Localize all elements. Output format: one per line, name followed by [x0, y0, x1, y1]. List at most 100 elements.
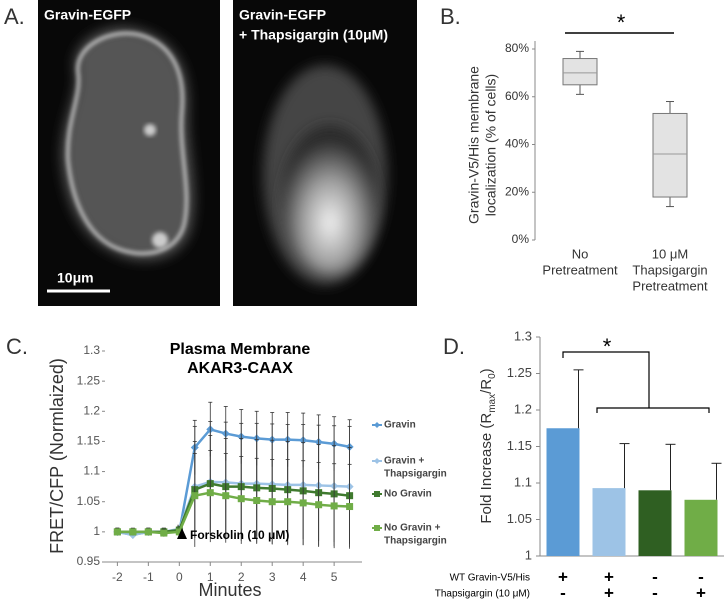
table-row-label: WT Gravin-V5/His: [450, 573, 530, 584]
x-tick-label: 10 μM: [652, 246, 688, 261]
annotation-arrow: [177, 528, 187, 539]
x-tick-label: 3: [269, 570, 276, 584]
legend-label: Thapsigargin: [384, 469, 447, 480]
box: [652, 112, 688, 198]
significance-star: *: [603, 334, 612, 359]
bar: [638, 490, 672, 556]
x-tick-label: 5: [331, 570, 338, 584]
significance-bracket: [562, 351, 650, 408]
legend-label: No Gravin: [384, 489, 432, 500]
x-tick-label: Pretreatment: [542, 262, 618, 277]
series-line: [117, 482, 350, 534]
table-cell: -: [560, 583, 566, 602]
box: [562, 58, 598, 86]
x-tick-label: Thapsigargin: [632, 262, 707, 277]
image-caption: + Thapsigargin (10μM): [239, 27, 388, 43]
panel-label: C.: [6, 334, 28, 359]
y-tick-label: 1: [525, 547, 532, 562]
y-tick-label: 0%: [512, 232, 530, 246]
legend-marker: [374, 422, 380, 428]
y-tick-label: 40%: [505, 137, 529, 151]
x-tick-label: 2: [238, 570, 245, 584]
marker: [160, 529, 168, 537]
marker: [175, 528, 183, 536]
table-cell: +: [604, 583, 614, 602]
marker: [299, 499, 307, 507]
y-tick-label: 1.25: [507, 365, 532, 380]
marker: [315, 501, 323, 509]
y-tick-label: 1.1: [83, 464, 100, 478]
cell-image: [263, 65, 387, 285]
marker: [206, 489, 214, 497]
y-tick-label: 1.2: [83, 403, 100, 417]
table-cell: +: [604, 567, 614, 586]
y-axis-label-part: /R: [478, 379, 495, 394]
legend-marker: [374, 525, 380, 531]
table-cell: -: [698, 567, 704, 586]
marker: [268, 498, 276, 506]
y-tick-label: 1.1: [514, 474, 532, 489]
chart-title: AKAR3-CAAX: [187, 360, 293, 377]
y-tick-label: 80%: [505, 41, 529, 55]
y-axis-label: Gravin-V5/His membrane: [466, 66, 482, 224]
y-axis-label: localization (% of cells): [483, 74, 499, 216]
y-axis-label-part: Fold Increase (R: [478, 413, 495, 524]
table-cell: +: [558, 567, 568, 586]
y-tick-label: 60%: [505, 89, 529, 103]
marker: [284, 498, 292, 506]
bar: [592, 488, 626, 556]
panel-label: D.: [443, 334, 465, 359]
y-tick-label: 1.3: [83, 343, 100, 357]
marker: [330, 502, 338, 510]
x-tick-label: Pretreatment: [632, 278, 708, 293]
y-tick-label: 1.15: [77, 434, 101, 448]
bar: [684, 499, 718, 556]
x-tick-label: 1: [207, 570, 214, 584]
marker: [113, 528, 121, 536]
x-tick-label: -2: [112, 570, 123, 584]
legend-marker: [374, 491, 380, 497]
y-tick-label: 1.15: [507, 438, 532, 453]
x-tick-label: -1: [143, 570, 154, 584]
legend-label: No Gravin +: [384, 523, 441, 534]
x-tick-label: 0: [176, 570, 183, 584]
panel-label: A.: [4, 4, 25, 29]
y-tick-label: 1.2: [514, 401, 532, 416]
panel-label: B.: [440, 4, 461, 29]
marker: [222, 492, 230, 500]
table-cell: -: [652, 567, 658, 586]
series-line: [117, 480, 350, 537]
cell-image: [61, 27, 194, 261]
chart-title: Plasma Membrane: [170, 341, 311, 358]
marker: [253, 497, 261, 505]
significance-bracket: [596, 407, 710, 413]
y-axis-label: FRET/CFP (Normlaized): [47, 358, 67, 554]
image-caption: Gravin-EGFP: [44, 7, 131, 23]
x-tick-label: No: [572, 246, 589, 261]
marker: [346, 503, 354, 511]
y-axis-label-part: ): [478, 368, 495, 373]
y-tick-label: 1: [93, 524, 100, 538]
series-line: [117, 491, 350, 535]
y-tick-label: 1.3: [514, 328, 532, 343]
y-tick-label: 1.25: [77, 373, 101, 387]
legend-label: Gravin: [384, 420, 416, 431]
table-cell: -: [652, 583, 658, 602]
y-tick-label: 0.95: [77, 554, 101, 568]
y-axis-label-part: max: [487, 394, 498, 413]
marker: [129, 528, 137, 536]
y-axis-label: Fold Increase (Rmax/R0): [478, 368, 498, 523]
image-caption: Gravin-EGFP: [239, 7, 326, 23]
legend-label: Gravin +: [384, 456, 424, 467]
table-row-label: Thapsigargin (10 μM): [435, 589, 530, 600]
y-tick-label: 20%: [505, 184, 529, 198]
legend-label: Thapsigargin: [384, 536, 447, 547]
significance-star: *: [617, 10, 626, 35]
y-tick-label: 1.05: [77, 494, 101, 508]
table-cell: +: [696, 583, 706, 602]
x-axis-label: Minutes: [198, 580, 261, 600]
annotation: Forskolin (10 μM): [190, 528, 289, 542]
x-tick-label: 4: [300, 570, 307, 584]
y-tick-label: 1.05: [507, 511, 532, 526]
